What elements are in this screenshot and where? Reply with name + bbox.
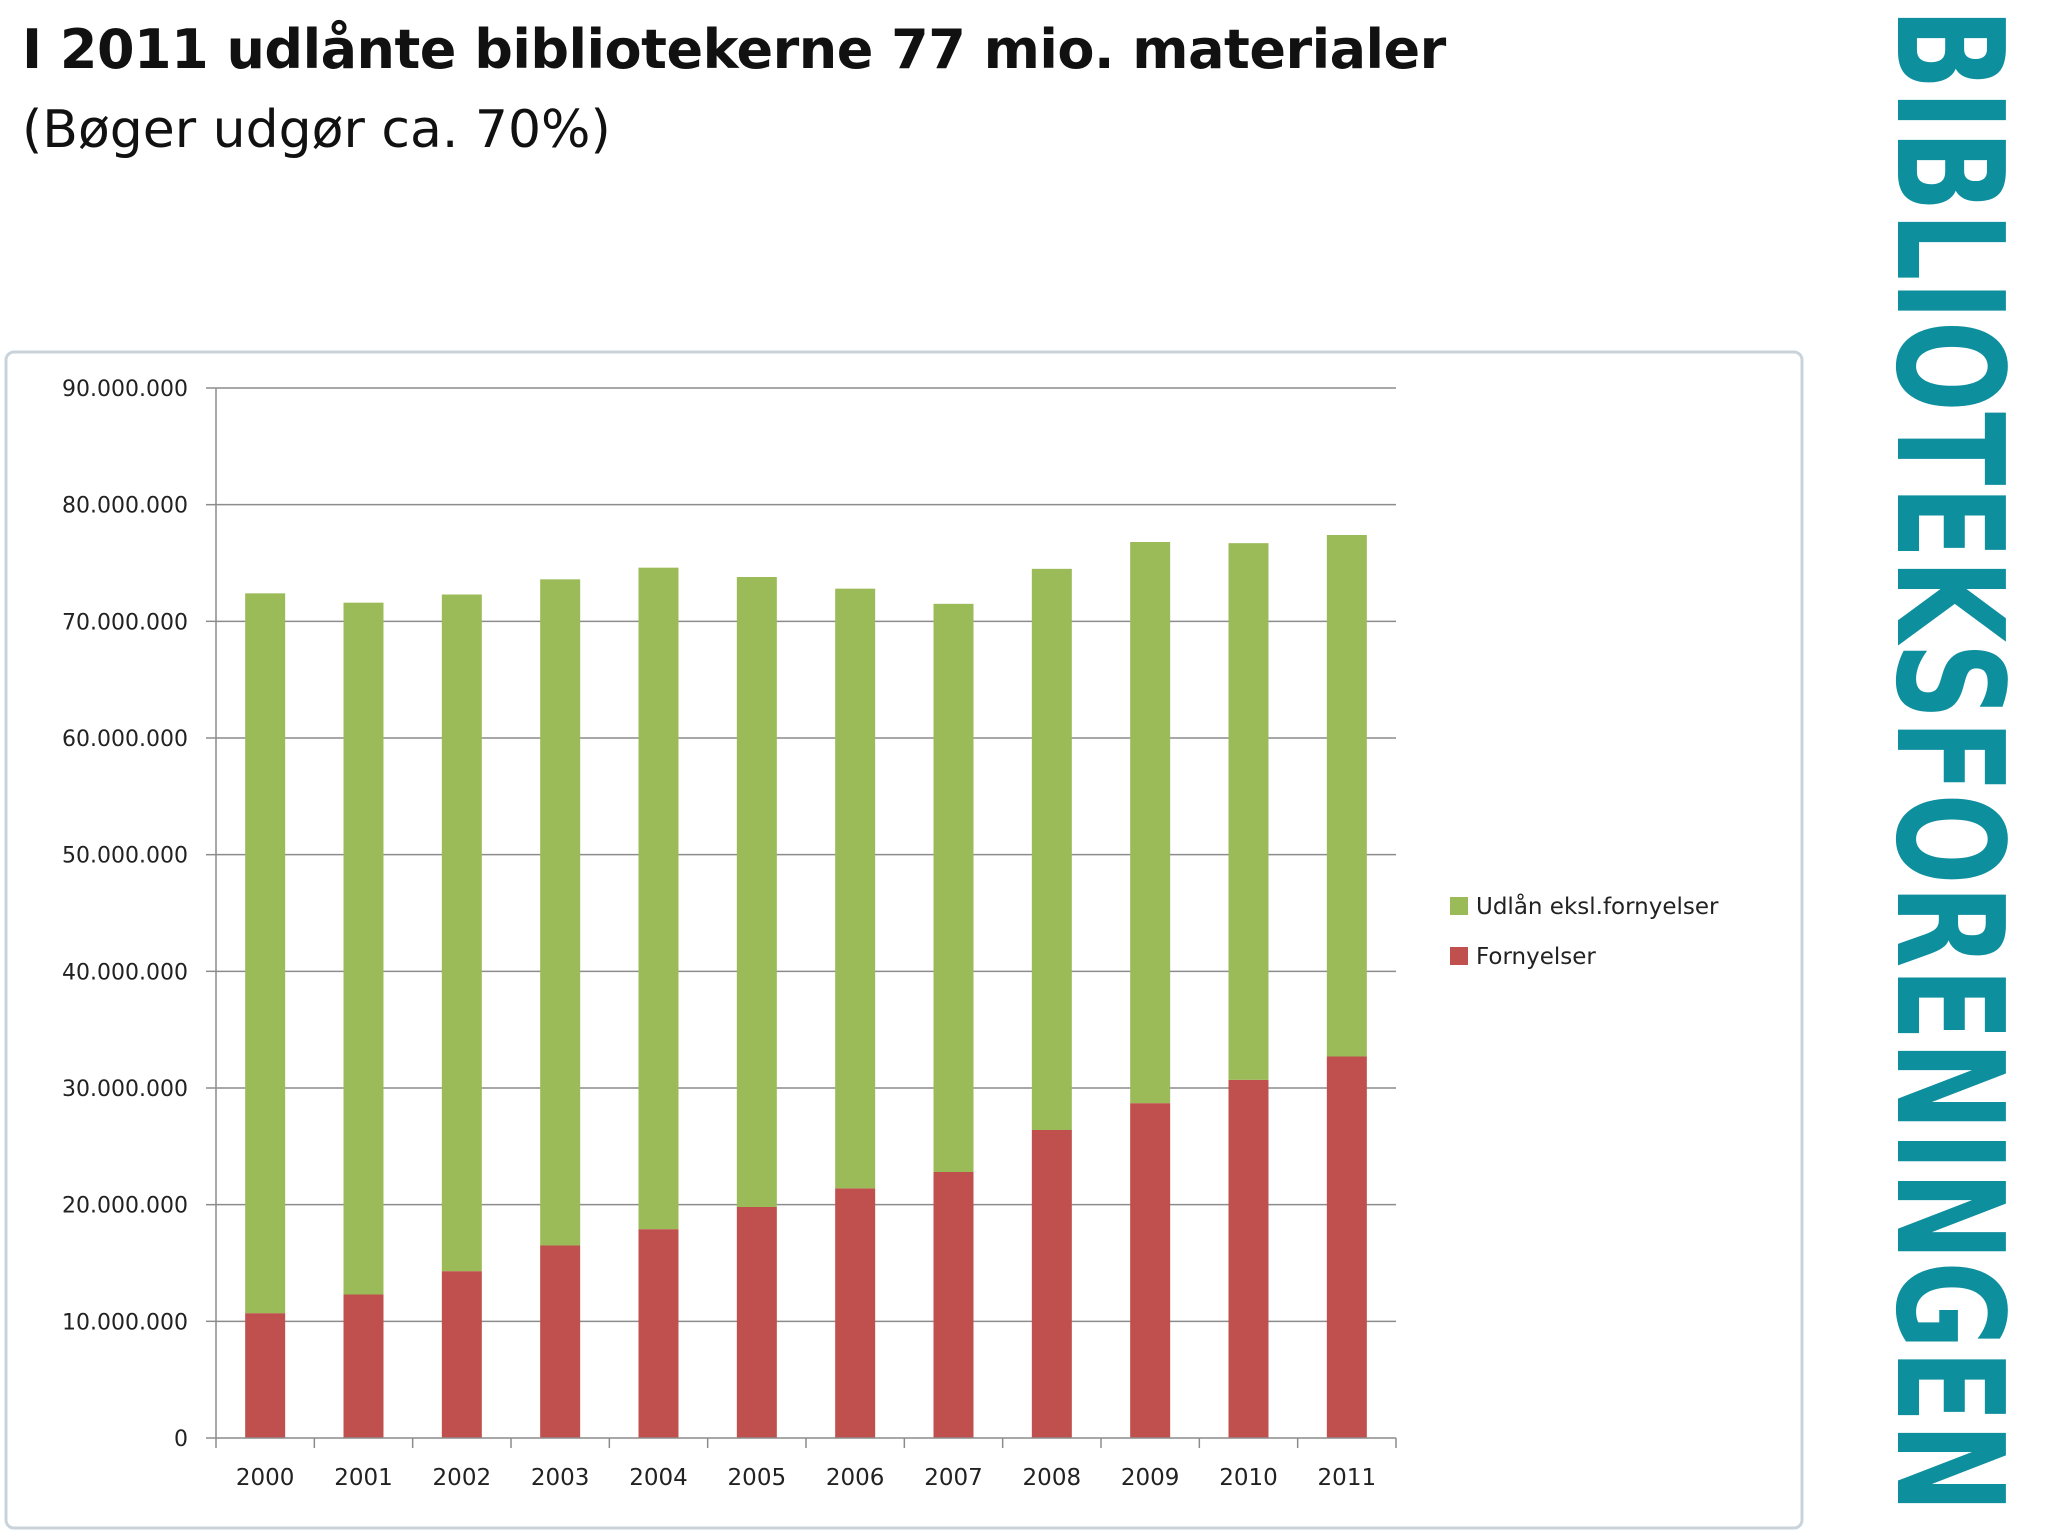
bar-2007-fornyelser: [933, 1172, 974, 1438]
x-tick-label: 2011: [1318, 1465, 1377, 1491]
y-tick-label: 30.000.000: [62, 1077, 188, 1102]
bar-2011-udl-n-eksl-fornyelser: [1326, 535, 1367, 1057]
bar-2008-fornyelser: [1031, 1130, 1072, 1438]
y-tick-label: 70.000.000: [62, 610, 188, 635]
bars: [245, 535, 1367, 1438]
bar-2010-udl-n-eksl-fornyelser: [1228, 543, 1269, 1080]
bar-2006-udl-n-eksl-fornyelser: [835, 588, 876, 1189]
y-tick-label: 20.000.000: [62, 1194, 188, 1219]
x-tick-label: 2006: [826, 1465, 885, 1491]
bar-2009-fornyelser: [1130, 1103, 1171, 1438]
stacked-bar-chart: 0 10.000.000 20.000.000 30.000.000 40.000.00…: [4, 350, 1804, 1530]
bar-2008-udl-n-eksl-fornyelser: [1031, 568, 1072, 1130]
x-tick-label: 2007: [924, 1465, 983, 1491]
x-tick-label: 2000: [236, 1465, 295, 1491]
legend: Udlån eksl.fornyelser Fornyelser: [1450, 892, 1719, 970]
bar-2003-udl-n-eksl-fornyelser: [540, 579, 581, 1246]
axes: [206, 387, 1397, 1448]
x-tick-label: 2009: [1121, 1465, 1180, 1491]
chart: 0 10.000.000 20.000.000 30.000.000 40.000.00…: [4, 350, 1804, 1530]
x-axis-labels: 2000 2001 2002 2003 2004 2005 2006 2007 2008 2009…: [236, 1465, 1376, 1491]
y-tick-label: 90.000.000: [62, 377, 188, 402]
brand-logo-art: BIBLIOTEKSFORENINGEN: [1880, 8, 2035, 1513]
slide-title: I 2011 udlånte bibliotekerne 77 mio. mat…: [22, 18, 1446, 81]
bar-2004-fornyelser: [638, 1229, 679, 1438]
legend-swatch: [1450, 947, 1468, 965]
slide-subtitle: (Bøger udgør ca. 70%): [22, 100, 611, 160]
bar-2004-udl-n-eksl-fornyelser: [638, 567, 679, 1230]
y-axis-labels: 0 10.000.000 20.000.000 30.000.000 40.000.00…: [62, 377, 188, 1452]
x-tick-label: 2005: [728, 1465, 787, 1491]
bar-2011-fornyelser: [1326, 1056, 1367, 1438]
y-tick-label: 60.000.000: [62, 727, 188, 752]
brand-wordmark: BIBLIOTEKSFORENINGEN: [1880, 8, 2035, 1513]
x-tick-label: 2003: [531, 1465, 590, 1491]
y-tick-label: 50.000.000: [62, 844, 188, 869]
x-tick-label: 2010: [1219, 1465, 1278, 1491]
y-tick-label: 10.000.000: [62, 1310, 188, 1335]
bar-2002-fornyelser: [441, 1271, 482, 1438]
x-tick-label: 2001: [334, 1465, 393, 1491]
bar-2000-fornyelser: [245, 1313, 286, 1438]
brand-logo: BIBLIOTEKSFORENINGEN: [1880, 8, 2048, 1528]
bar-2005-udl-n-eksl-fornyelser: [736, 577, 777, 1207]
bar-2007-udl-n-eksl-fornyelser: [933, 603, 974, 1172]
legend-label: Udlån eksl.fornyelser: [1476, 892, 1719, 920]
bar-2002-udl-n-eksl-fornyelser: [441, 594, 482, 1272]
bar-2001-udl-n-eksl-fornyelser: [343, 602, 384, 1295]
bar-2005-fornyelser: [736, 1207, 777, 1438]
bar-2009-udl-n-eksl-fornyelser: [1130, 542, 1171, 1104]
bar-2010-fornyelser: [1228, 1079, 1269, 1438]
bar-2006-fornyelser: [835, 1188, 876, 1438]
x-tick-label: 2004: [629, 1465, 688, 1491]
legend-label: Fornyelser: [1476, 944, 1596, 970]
y-tick-label: 80.000.000: [62, 494, 188, 519]
bar-2003-fornyelser: [540, 1245, 581, 1438]
legend-swatch: [1450, 897, 1468, 915]
gridlines: [216, 387, 1396, 1323]
x-tick-label: 2008: [1023, 1465, 1082, 1491]
bar-2001-fornyelser: [343, 1294, 384, 1438]
y-tick-label: 40.000.000: [62, 960, 188, 985]
x-tick-label: 2002: [433, 1465, 492, 1491]
bar-2000-udl-n-eksl-fornyelser: [245, 593, 286, 1314]
y-tick-label: 0: [174, 1427, 188, 1452]
